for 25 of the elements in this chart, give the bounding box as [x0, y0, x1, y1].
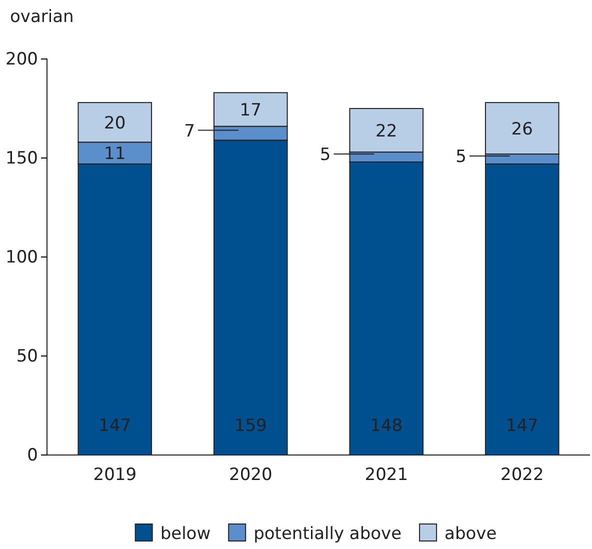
y-tick-label: 50	[16, 346, 38, 366]
data-label: 147	[506, 416, 538, 436]
y-tick-label: 150	[6, 148, 38, 168]
data-label: 20	[104, 113, 126, 134]
data-label: 5	[320, 145, 331, 166]
data-label: 7	[184, 121, 195, 142]
data-label: 148	[370, 416, 403, 436]
data-label: 26	[511, 119, 533, 140]
y-tick-label: 200	[6, 49, 38, 70]
data-label: 22	[376, 121, 398, 142]
data-label: 5	[456, 146, 466, 167]
data-label: 11	[104, 144, 126, 164]
y-axis-title: ovarian	[10, 7, 74, 27]
legend-label: below	[160, 524, 211, 544]
x-tick-label: 2020	[228, 465, 272, 486]
x-tick-label: 2021	[364, 465, 408, 486]
data-label: 17	[240, 100, 262, 120]
y-tick-label: 0	[27, 445, 38, 466]
legend-label: above	[444, 524, 497, 544]
x-tick-label: 2022	[500, 465, 544, 486]
legend-label: potentially above	[254, 524, 402, 544]
x-tick-label: 2019	[93, 465, 137, 486]
y-tick-label: 100	[6, 247, 38, 268]
data-label: 159	[234, 416, 267, 436]
data-label: 147	[98, 416, 132, 436]
